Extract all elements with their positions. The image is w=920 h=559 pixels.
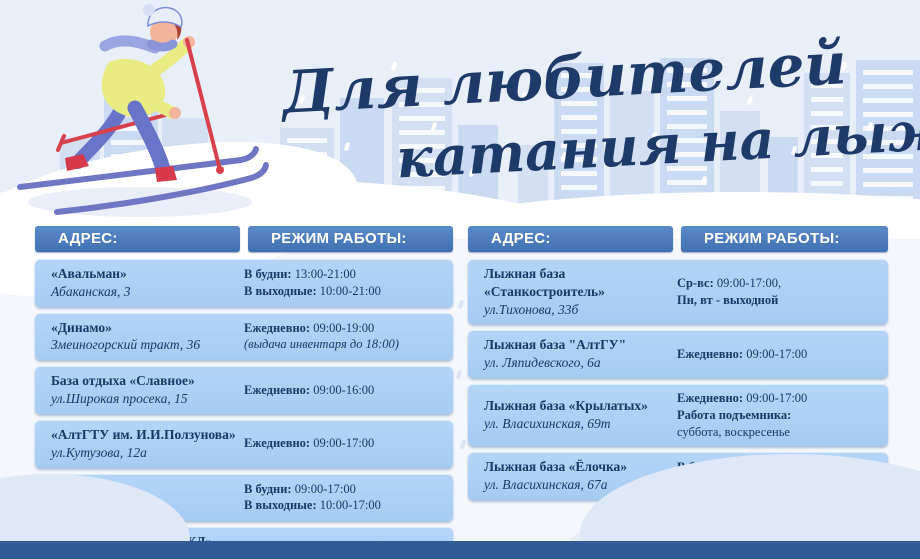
schedule-line: суббота, воскресенье <box>677 424 790 439</box>
schedule-line: В выходные: 10:00-21:00 <box>244 283 381 298</box>
venue-name: «Динамо» <box>51 319 112 335</box>
venue-address: ул. Власихинская, 69т <box>484 416 611 432</box>
schedule-line: Работа подъемника: <box>677 407 792 422</box>
schedule-line: Ежедневно: 09:00-17:00 <box>677 391 808 406</box>
venue-address: ул. Власихинская, 67а <box>484 477 608 493</box>
venue-schedule: В будни: 13:00-21:00 В выходные: 10:00-21… <box>241 266 453 300</box>
venue-name: Лыжная база «Ёлочка» <box>484 459 628 475</box>
venue-schedule: В будни: 09:00-17:00 В выходные: 10:00-17… <box>241 481 453 515</box>
schedule-line: Ежедневно: 09:00-17:00 <box>677 346 808 361</box>
table-row: База отдыха «Славное» ул.Широкая просека… <box>35 366 453 414</box>
table-row: Лыжная база "АлтГУ" ул. Ляпидевского, 6а… <box>468 330 888 379</box>
venue-name: «АлтГТУ им. И.И.Ползунова» <box>51 426 236 442</box>
venue: Лыжная база "АлтГУ" ул. Ляпидевского, 6а <box>468 336 674 372</box>
table-header-row: АДРЕС: РЕЖИМ РАБОТЫ: <box>35 226 453 252</box>
ski-bases-table-left: АДРЕС: РЕЖИМ РАБОТЫ: «Авальман» Абаканск… <box>35 226 453 559</box>
venue-schedule: Ср-вс: 09:00-17:00, Пн, вт - выходной <box>674 275 888 309</box>
table-rows: «Авальман» Абаканская, 3 В будни: 13:00-… <box>35 259 453 559</box>
table-row: «Авальман» Абаканская, 3 В будни: 13:00-… <box>35 259 453 307</box>
venue-address: ул. Ляпидевского, 6а <box>484 355 601 371</box>
venue-address: ул.Тихонова, 33б <box>484 301 579 317</box>
building <box>554 63 604 223</box>
venue-schedule: Ежедневно: 09:00-17:00 Работа подъемника:… <box>674 390 888 440</box>
venue-address: Абаканская, 3 <box>51 283 131 299</box>
table-rows: Лыжная база «Станкостроитель» ул.Тихонов… <box>468 259 888 500</box>
venue-name: Лыжная база «Станкостроитель» <box>484 266 605 299</box>
table-row: «Динамо» Змеиногорский тракт, 36 Ежеднев… <box>35 312 453 361</box>
schedule-line: Пн, вт - выходной <box>677 292 779 307</box>
venue-schedule: Ежедневно: 09:00-19:00 (выдача инвентаря … <box>241 320 453 354</box>
venue-name: Лыжная база "АлтГУ" <box>484 337 627 353</box>
schedule-column-header: РЕЖИМ РАБОТЫ: <box>681 226 888 252</box>
venue-address: Змеиногорский тракт, 36 <box>51 337 201 353</box>
venue-address: ул.Кутузова, 12а <box>51 444 147 460</box>
venue: Лыжная база «Крылатых» ул. Власихинская,… <box>468 397 674 433</box>
venue: Лыжная база «Ёлочка» ул. Власихинская, 6… <box>468 458 674 494</box>
table-row: «АлтГТУ им. И.И.Ползунова» ул.Кутузова, … <box>35 419 453 468</box>
venue-name: База отдыха «Славное» <box>51 373 195 389</box>
venue-address: ул.Широкая просека, 15 <box>51 391 188 407</box>
footer-bar <box>0 541 920 559</box>
schedule-line: Ежедневно: 09:00-16:00 <box>244 382 375 397</box>
venue-name: Лыжная база «Крылатых» <box>484 398 648 414</box>
schedule-line: В будни: 13:00-21:00 <box>244 267 356 282</box>
schedule-line: (выдача инвентаря до 18:00) <box>244 337 399 352</box>
table-row: Лыжная база «Станкостроитель» ул.Тихонов… <box>468 259 888 325</box>
venue: «Динамо» Змеиногорский тракт, 36 <box>35 319 241 355</box>
venue: Лыжная база «Станкостроитель» ул.Тихонов… <box>468 265 674 318</box>
skier-illustration <box>17 4 269 217</box>
venue: «Авальман» Абаканская, 3 <box>35 265 241 301</box>
schedule-line: В будни: 09:00-17:00 <box>244 481 356 496</box>
venue: «АлтГТУ им. И.И.Ползунова» ул.Кутузова, … <box>35 426 241 462</box>
schedule-line: В выходные: 10:00-17:00 <box>244 498 381 513</box>
address-column-header: АДРЕС: <box>468 226 673 252</box>
table-header-row: АДРЕС: РЕЖИМ РАБОТЫ: <box>468 226 888 252</box>
ski-bases-table-right: АДРЕС: РЕЖИМ РАБОТЫ: Лыжная база «Станко… <box>468 226 888 500</box>
table-row: Лыжная база «Крылатых» ул. Власихинская,… <box>468 384 888 447</box>
schedule-column-header: РЕЖИМ РАБОТЫ: <box>248 226 453 252</box>
schedule-line: Ср-вс: 09:00-17:00, <box>677 275 782 290</box>
address-column-header: АДРЕС: <box>35 226 240 252</box>
venue-name: «Авальман» <box>51 266 127 281</box>
venue: База отдыха «Славное» ул.Широкая просека… <box>35 372 241 408</box>
venue-schedule: Ежедневно: 09:00-16:00 <box>241 382 453 399</box>
venue-schedule: Ежедневно: 09:00-17:00 <box>674 346 888 363</box>
schedule-line: Ежедневно: 09:00-19:00 <box>244 320 375 335</box>
schedule-line: Ежедневно: 09:00-17:00 <box>244 436 375 451</box>
venue-schedule: Ежедневно: 09:00-17:00 <box>241 435 453 452</box>
